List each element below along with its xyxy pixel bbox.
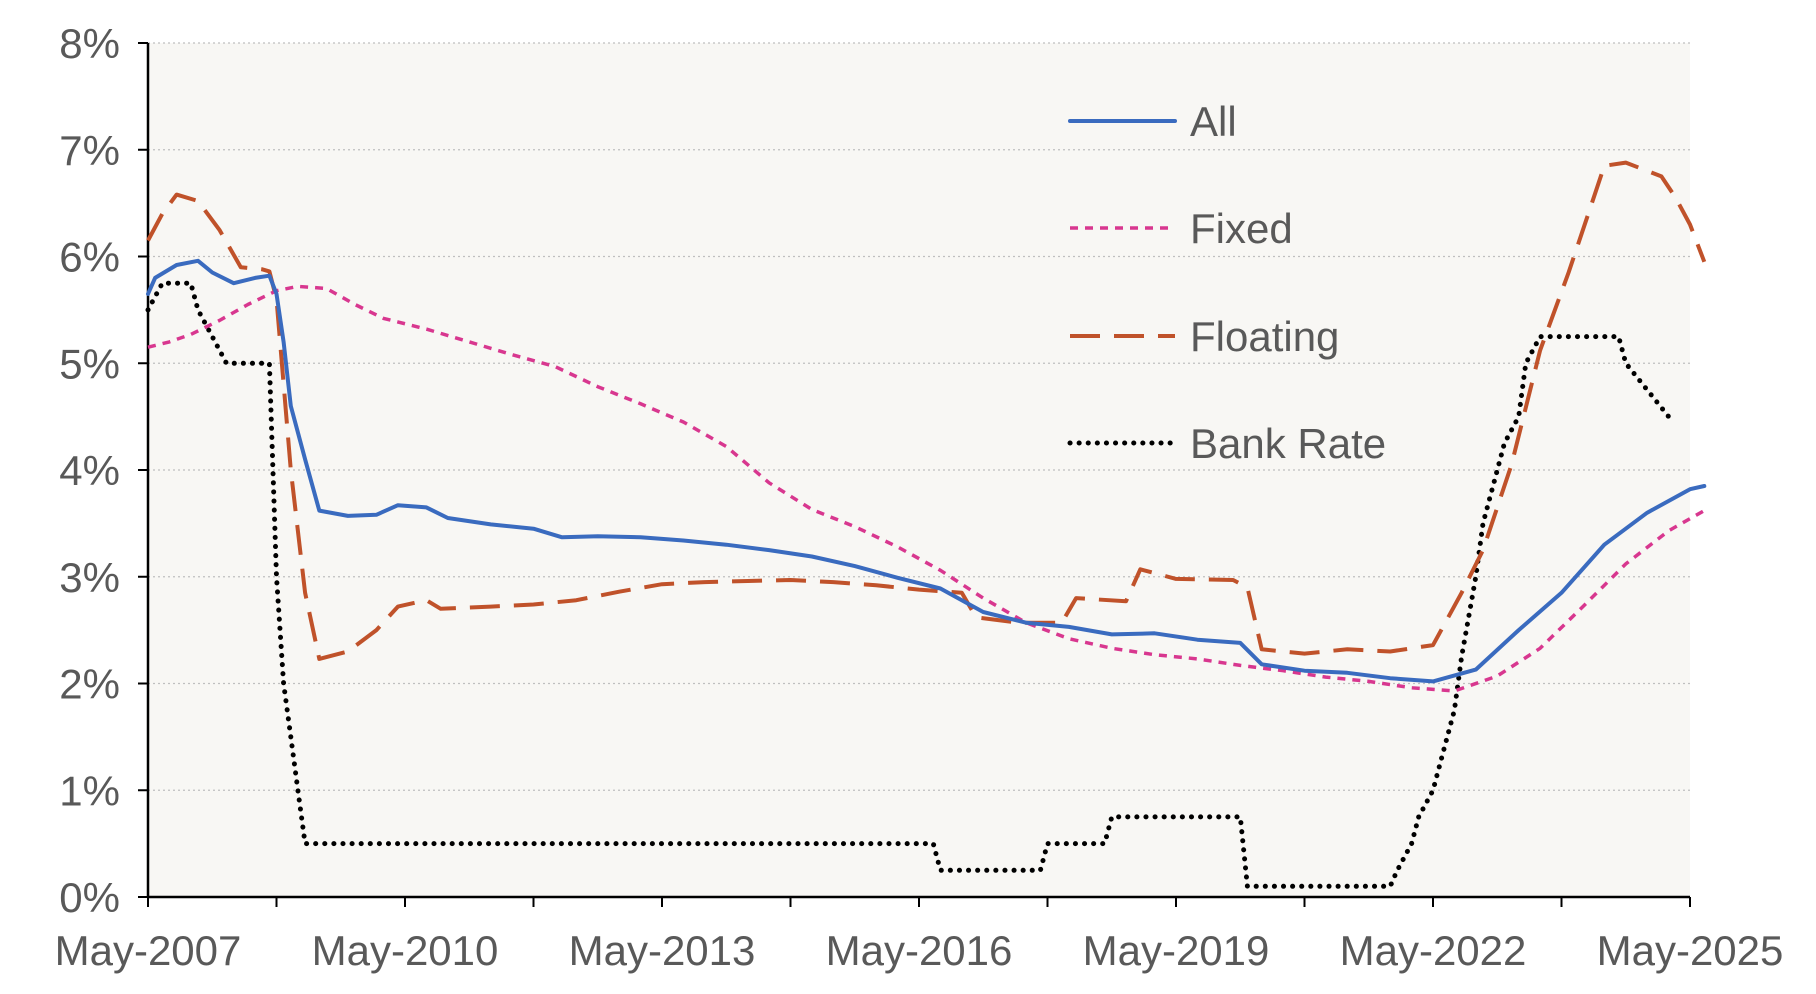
y-tick-label: 0% (59, 874, 120, 921)
y-tick-label: 2% (59, 661, 120, 708)
legend: All Fixed Floating Bank Rate (1067, 98, 1386, 467)
axes (138, 42, 1691, 907)
x-tick-label: May-2007 (55, 927, 242, 974)
legend-label-floating: Floating (1190, 313, 1339, 360)
y-tick-label: 8% (59, 20, 120, 67)
series-line-fixed (147, 284, 1706, 693)
x-tick-label: May-2025 (1597, 927, 1784, 974)
series-line-bank-rate (145, 280, 1672, 889)
y-tick-label: 5% (59, 340, 120, 387)
y-tick-label: 6% (59, 234, 120, 281)
legend-label-all: All (1190, 98, 1237, 145)
x-tick-label: May-2013 (569, 927, 756, 974)
series-line-all (146, 258, 1707, 684)
gridlines (148, 42, 1690, 791)
x-tick-label: May-2010 (312, 927, 499, 974)
x-tick-label: May-2019 (1083, 927, 1270, 974)
x-tick-label: May-2022 (1340, 927, 1527, 974)
series-layer (145, 160, 1707, 889)
legend-label-fixed: Fixed (1190, 205, 1293, 252)
y-tick-label: 3% (59, 554, 120, 601)
series-line-floating (146, 160, 1707, 661)
legend-label-bank-rate: Bank Rate (1190, 420, 1386, 467)
tick-labels: 0% 1% 2% 3% 4% 5% 6% 7% 8% May-2007 May-2010 May-20… (55, 20, 1784, 974)
y-tick-label: 1% (59, 767, 120, 814)
y-tick-label: 7% (59, 127, 120, 174)
y-tick-label: 4% (59, 447, 120, 494)
x-tick-label: May-2016 (826, 927, 1013, 974)
